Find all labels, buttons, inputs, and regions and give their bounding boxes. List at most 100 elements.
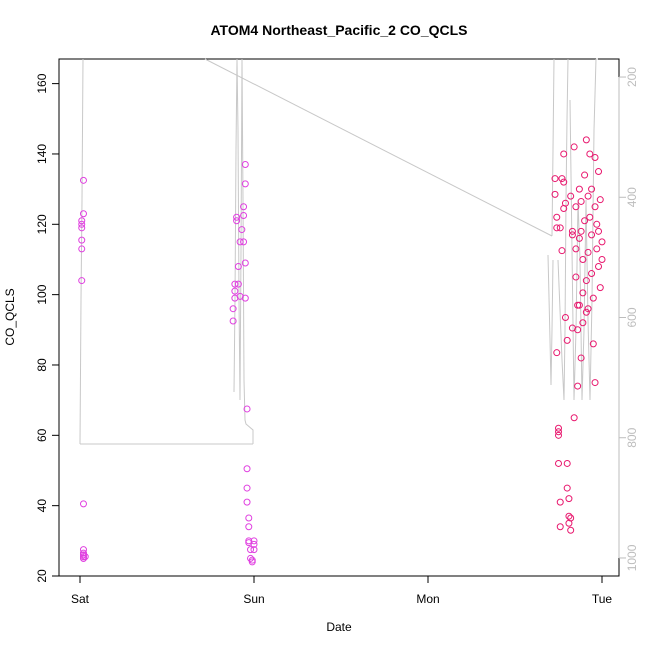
data-point: [233, 213, 241, 221]
data-point: [234, 280, 242, 288]
data-point: [241, 259, 249, 267]
data-point: [229, 317, 237, 325]
data-point: [595, 263, 603, 271]
data-point: [241, 161, 249, 169]
data-point: [553, 213, 561, 221]
x-tick-label: Sun: [243, 592, 264, 606]
data-point: [595, 227, 603, 235]
y-tick-label: 140: [35, 144, 49, 164]
data-point: [555, 428, 562, 436]
x-tick-label: Mon: [416, 592, 439, 606]
altitude-trace: [557, 58, 569, 401]
plot-frame: [58, 58, 620, 577]
y2-tick-label: 600: [625, 307, 639, 327]
altitude-trace: [233, 58, 254, 444]
x-tick-label: Sat: [71, 592, 90, 606]
data-point: [238, 226, 246, 234]
data-point: [555, 431, 562, 439]
y-tick-label: 120: [35, 214, 49, 234]
y-tick-label: 20: [35, 569, 49, 583]
altitude-trace: [204, 58, 553, 237]
data-point: [229, 305, 237, 313]
data-point: [567, 514, 575, 522]
data-point: [591, 379, 599, 387]
data-point: [581, 171, 589, 179]
y2-tick-label: 800: [625, 427, 639, 447]
data-point: [240, 238, 248, 246]
y-tick-label: 40: [35, 499, 49, 513]
data-point: [240, 212, 248, 220]
data-point: [241, 180, 249, 188]
data-point: [81, 553, 89, 561]
data-point: [586, 150, 594, 158]
data-point: [577, 197, 585, 205]
data-point: [79, 546, 87, 554]
data-point: [551, 175, 559, 183]
data-point: [568, 227, 576, 235]
y2-tick-label: 200: [625, 67, 639, 87]
data-point: [575, 301, 583, 309]
data-point: [79, 210, 87, 218]
data-point: [570, 143, 578, 151]
data-point: [575, 185, 583, 193]
data-point: [243, 484, 251, 492]
data-point: [584, 248, 592, 256]
data-point: [591, 153, 599, 161]
data-point: [596, 196, 604, 204]
data-point: [577, 354, 585, 362]
data-point: [598, 238, 606, 246]
data-point: [561, 199, 569, 207]
y-tick-label: 160: [35, 73, 49, 93]
data-point: [567, 192, 575, 200]
data-point: [553, 349, 561, 357]
data-point: [563, 484, 571, 492]
data-point: [563, 336, 571, 344]
x-axis-label: Date: [326, 620, 352, 634]
data-point: [243, 498, 251, 506]
altitude-trace: [551, 58, 555, 237]
y2-axis: 200 400 600 800 1000: [618, 67, 639, 571]
y-axis: 20 40 60 80 100 120 140 160: [35, 73, 60, 583]
y-tick-label: 100: [35, 284, 49, 304]
y-tick-label: 80: [35, 358, 49, 372]
altitude-trace: [79, 58, 84, 445]
data-point: [577, 227, 585, 235]
data-point: [231, 280, 239, 288]
data-point: [250, 540, 258, 548]
data-point: [248, 558, 256, 566]
data-point: [236, 238, 244, 246]
data-points: [78, 136, 606, 566]
x-tick-label: Tue: [592, 592, 613, 606]
data-point: [245, 537, 253, 545]
data-point: [553, 224, 561, 232]
data-point: [560, 178, 568, 186]
data-point: [565, 512, 573, 520]
data-point: [579, 289, 587, 297]
data-point: [551, 190, 559, 198]
data-point: [79, 500, 87, 508]
data-point: [589, 340, 597, 348]
data-point: [563, 459, 571, 467]
data-point: [565, 495, 573, 503]
data-point: [231, 287, 239, 295]
data-point: [79, 554, 87, 562]
chart-title: ATOM4 Northeast_Pacific_2 CO_QCLS: [210, 22, 467, 38]
data-point: [78, 220, 86, 228]
data-point: [234, 263, 242, 271]
data-point: [233, 217, 241, 225]
data-point: [589, 294, 597, 302]
data-point: [79, 176, 87, 184]
data-point: [572, 245, 580, 253]
data-point: [556, 224, 564, 232]
data-point: [78, 236, 86, 244]
data-point: [581, 217, 589, 225]
data-point: [247, 546, 255, 554]
data-point: [572, 203, 580, 211]
data-point: [247, 554, 255, 562]
altitude-line: [79, 58, 598, 445]
y2-tick-label: 1000: [625, 544, 639, 571]
data-point: [250, 537, 258, 545]
data-point: [572, 273, 580, 281]
data-point: [584, 192, 592, 200]
